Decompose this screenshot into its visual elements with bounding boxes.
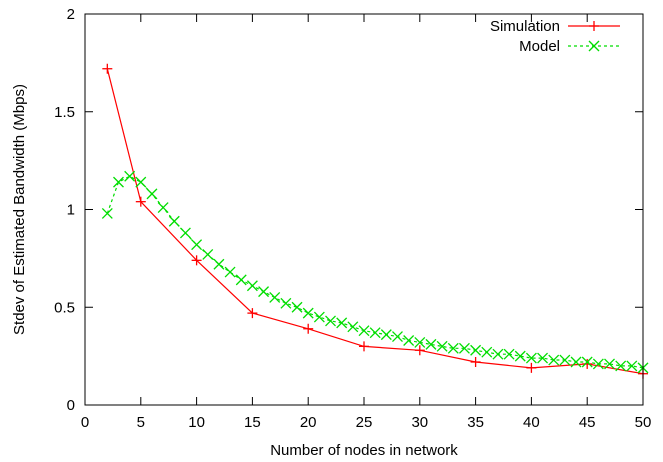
data-point-model — [101, 207, 113, 219]
data-point-model — [157, 202, 169, 214]
data-point-model — [202, 249, 214, 260]
data-point-model — [224, 266, 236, 278]
x-tick-label: 25 — [356, 414, 373, 431]
data-point-simulation — [526, 362, 537, 373]
data-point-model — [168, 215, 180, 227]
x-tick-label: 10 — [188, 414, 205, 431]
x-tick-label: 45 — [579, 414, 596, 431]
data-point-model — [548, 354, 560, 366]
data-point-simulation — [102, 63, 113, 74]
data-point-model — [458, 342, 470, 354]
data-point-model — [392, 331, 403, 343]
y-tick-label: 0 — [67, 397, 75, 414]
x-tick-label: 0 — [81, 414, 89, 431]
data-point-model — [559, 354, 571, 366]
data-point-model — [503, 348, 515, 360]
legend-label-model: Model — [519, 38, 560, 55]
data-point-model — [626, 360, 638, 372]
data-point-model — [525, 352, 537, 364]
data-point-model — [492, 348, 504, 360]
data-point-simulation — [582, 358, 593, 369]
data-point-simulation — [247, 308, 258, 319]
data-point-model — [124, 170, 136, 182]
data-point-model — [179, 227, 191, 239]
data-point-model — [269, 292, 281, 303]
series-line-simulation — [106, 68, 644, 375]
data-point-simulation — [414, 345, 425, 356]
legend-label-simulation: Simulation — [490, 18, 560, 35]
data-point-model — [291, 301, 303, 313]
data-point-model — [380, 329, 392, 341]
data-point-model — [615, 360, 627, 372]
y-tick-label: 2 — [67, 6, 75, 23]
data-point-model — [481, 346, 493, 358]
data-point-model — [470, 344, 482, 356]
series-line-model — [106, 175, 644, 369]
data-point-model — [537, 352, 549, 364]
data-point-simulation — [303, 323, 314, 334]
x-tick-label: 15 — [244, 414, 261, 431]
x-tick-label: 30 — [411, 414, 428, 431]
legend-marker-model — [588, 40, 600, 52]
y-axis-title: Stdev of Estimated Bandwidth (Mbps) — [11, 84, 28, 335]
data-point-model — [235, 274, 247, 286]
data-point-model — [135, 176, 147, 188]
data-point-model — [213, 258, 225, 270]
data-point-model — [570, 356, 582, 368]
x-axis: 0 5 10 15 20 25 30 35 40 45 50 — [81, 14, 652, 431]
y-tick-label: 1.5 — [54, 104, 75, 121]
data-point-model — [302, 307, 314, 319]
data-point-model — [347, 321, 359, 333]
data-point-model — [414, 336, 426, 348]
data-point-model — [280, 297, 292, 309]
chart-marks — [101, 63, 649, 379]
x-tick-label: 5 — [137, 414, 145, 431]
data-point-model — [581, 356, 593, 368]
data-point-model — [325, 315, 336, 327]
x-tick-label: 40 — [523, 414, 540, 431]
legend: Simulation Model — [490, 18, 620, 55]
x-tick-label: 50 — [635, 414, 652, 431]
data-point-simulation — [135, 196, 146, 207]
x-axis-title: Number of nodes in network — [270, 442, 458, 459]
data-point-model — [403, 335, 415, 346]
y-tick-label: 1 — [67, 202, 75, 219]
data-point-model — [425, 338, 437, 350]
data-point-model — [436, 340, 448, 352]
y-axis: 0 0.5 1 1.5 2 — [54, 6, 643, 414]
data-point-model — [447, 342, 459, 354]
data-point-model — [146, 188, 158, 200]
data-point-model — [514, 350, 526, 362]
data-point-model — [313, 311, 325, 323]
data-point-model — [592, 358, 604, 370]
data-point-model — [358, 325, 370, 337]
x-tick-label: 20 — [300, 414, 317, 431]
data-point-model — [258, 286, 270, 298]
data-point-model — [369, 327, 381, 339]
data-point-model — [113, 176, 124, 188]
data-point-simulation — [470, 356, 481, 367]
y-tick-label: 0.5 — [54, 299, 75, 316]
data-point-model — [604, 358, 615, 370]
data-point-simulation — [359, 341, 369, 352]
x-tick-label: 35 — [467, 414, 484, 431]
data-point-model — [191, 239, 203, 251]
data-point-model — [336, 317, 348, 329]
legend-marker-simulation — [589, 21, 599, 31]
data-point-simulation — [191, 255, 202, 266]
data-point-model — [246, 280, 258, 292]
